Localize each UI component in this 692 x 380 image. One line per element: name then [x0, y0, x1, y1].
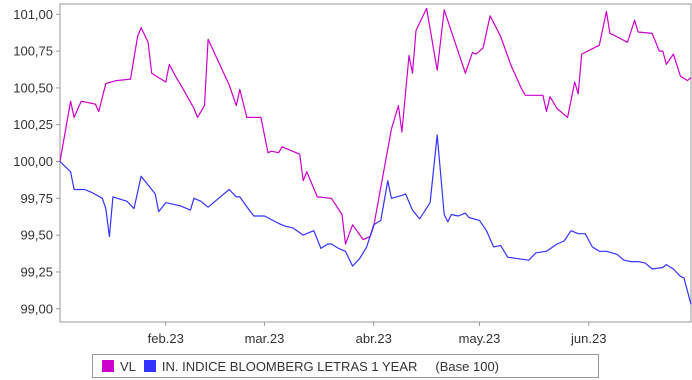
legend-entry-index: IN. INDICE BLOOMBERG LETRAS 1 YEAR	[143, 358, 418, 374]
legend-label-vl: VL	[120, 358, 136, 374]
y-tick-label: 99,50	[20, 228, 53, 243]
y-tick-label: 99,25	[20, 264, 53, 279]
legend-label-index: IN. INDICE BLOOMBERG LETRAS 1 YEAR	[161, 358, 418, 374]
x-tick-label: jun.23	[570, 331, 606, 346]
legend-entry-vl: VL	[102, 359, 136, 374]
x-tick-label: may.23	[459, 331, 501, 346]
y-tick-label: 100,50	[13, 80, 53, 95]
legend-swatch-index	[143, 360, 156, 372]
x-tick-label: abr.23	[356, 331, 392, 346]
x-tick-label: mar.23	[245, 331, 285, 346]
legend-note: (Base 100)	[435, 358, 499, 374]
plot-frame	[59, 3, 692, 323]
series-layer	[59, 7, 692, 305]
y-tick-label: 100,75	[13, 44, 53, 59]
series-line-vl	[59, 7, 692, 245]
y-tick-label: 99,75	[20, 191, 53, 206]
y-axis: 101,00 100,75 100,50 100,25 100,00 99,75 99,50…	[13, 7, 60, 316]
x-axis: feb.23 mar.23 abr.23 may.23 jun.23	[148, 322, 606, 346]
y-tick-label: 99,00	[20, 301, 53, 316]
y-tick-label: 101,00	[13, 7, 53, 22]
x-tick-label: feb.23	[148, 331, 184, 346]
series-line-index	[59, 134, 692, 305]
legend: VL IN. INDICE BLOOMBERG LETRAS 1 YEAR (B…	[92, 354, 599, 378]
y-tick-label: 100,25	[13, 117, 53, 132]
legend-swatch-vl	[102, 360, 114, 372]
y-tick-label: 100,00	[13, 154, 53, 169]
